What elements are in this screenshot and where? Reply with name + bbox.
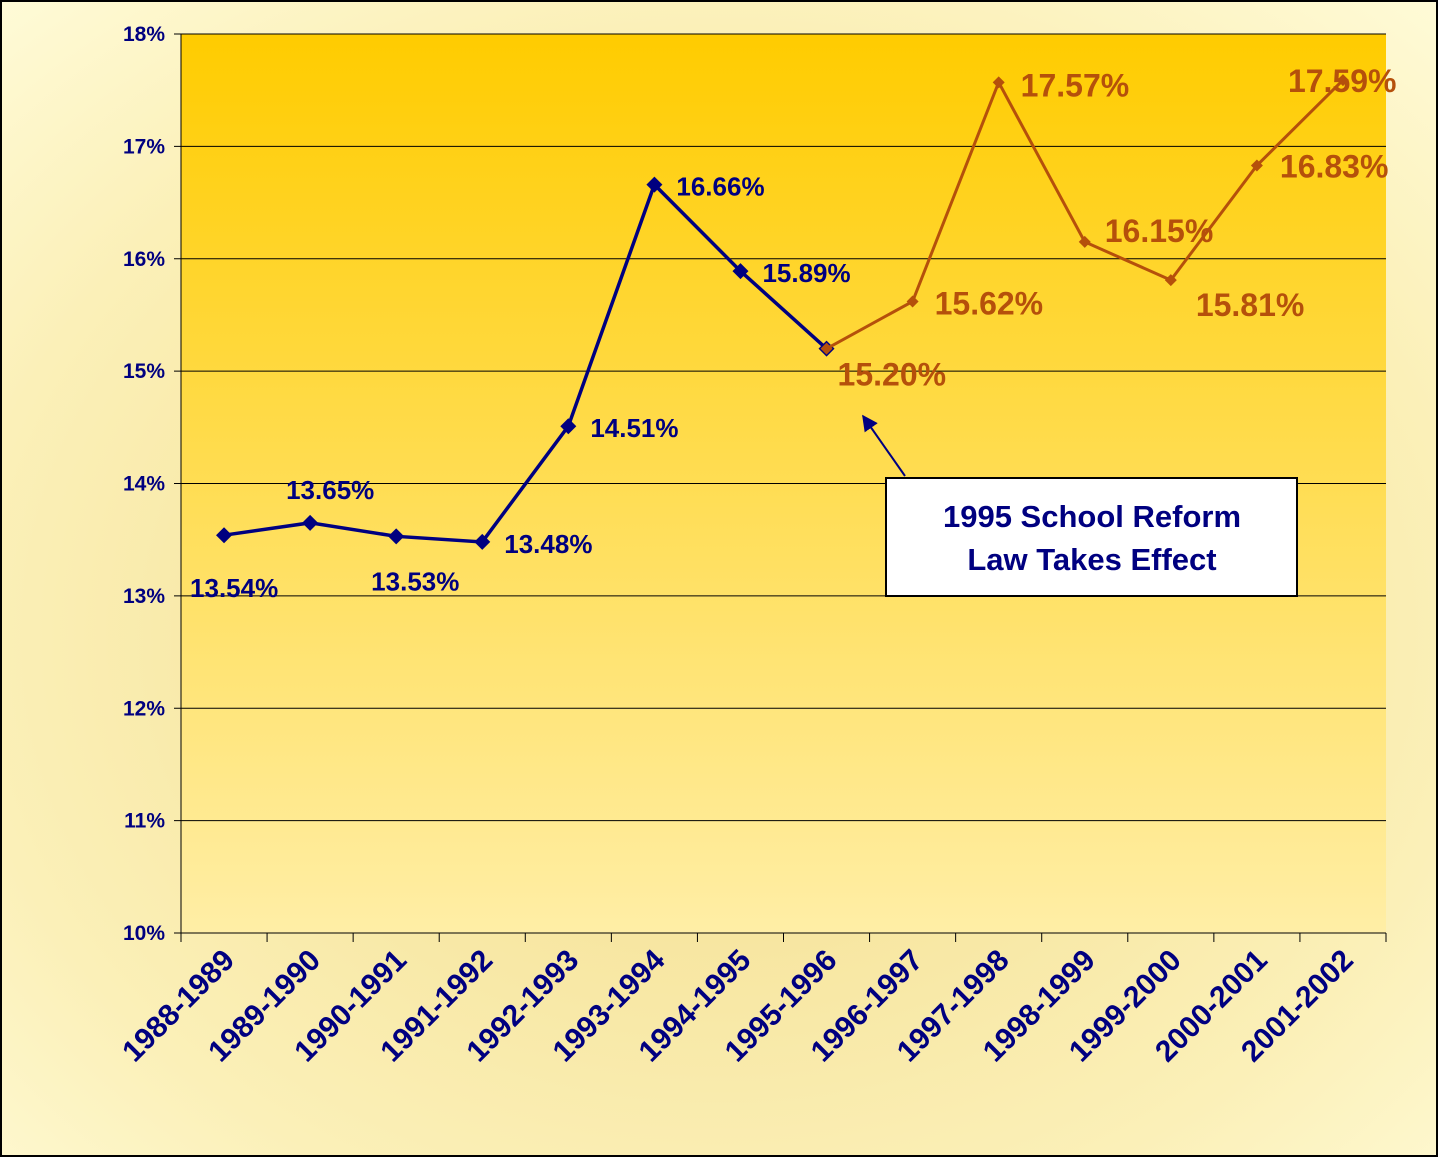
annotation-box bbox=[885, 477, 1298, 597]
series-line bbox=[223, 181, 828, 544]
marker bbox=[302, 514, 319, 531]
marker bbox=[820, 342, 833, 355]
marker bbox=[1164, 274, 1177, 287]
y-tick-label: 14% bbox=[123, 473, 165, 496]
y-tick-label: 16% bbox=[123, 248, 165, 271]
annotation: 1995 School Reform bbox=[943, 499, 1241, 534]
marker bbox=[474, 533, 491, 550]
marker bbox=[906, 295, 919, 308]
y-tick-label: 11% bbox=[124, 810, 165, 833]
marker bbox=[216, 527, 233, 544]
data-label: 13.48% bbox=[504, 529, 592, 559]
y-tick-label: 17% bbox=[123, 135, 165, 158]
annotation-arrow bbox=[862, 414, 906, 477]
marker bbox=[1078, 235, 1091, 248]
y-tick-label: 12% bbox=[123, 697, 165, 720]
data-label: 16.66% bbox=[676, 172, 764, 202]
data-label: 16.83% bbox=[1280, 148, 1389, 184]
data-label: 15.81% bbox=[1196, 287, 1305, 323]
marker bbox=[646, 176, 663, 193]
data-label: 17.57% bbox=[1021, 67, 1130, 103]
data-label: 17.59% bbox=[1288, 63, 1397, 99]
data-label: 13.65% bbox=[286, 475, 374, 505]
marker bbox=[1250, 159, 1263, 172]
marker bbox=[560, 418, 577, 435]
data-label: 15.62% bbox=[935, 285, 1044, 321]
y-tick-label: 13% bbox=[123, 585, 165, 608]
data-label: 15.89% bbox=[762, 258, 850, 288]
data-label: 16.15% bbox=[1105, 213, 1214, 249]
data-label: 14.51% bbox=[590, 413, 678, 443]
marker bbox=[992, 76, 1005, 89]
data-label: 15.20% bbox=[838, 357, 947, 393]
y-tick-label: 18% bbox=[123, 23, 165, 46]
annotation: Law Takes Effect bbox=[967, 542, 1216, 577]
marker bbox=[388, 528, 405, 545]
data-label: 13.54% bbox=[190, 573, 278, 603]
y-tick-label: 15% bbox=[123, 360, 165, 383]
marker bbox=[1336, 74, 1349, 87]
y-tick-label: 10% bbox=[123, 922, 165, 945]
marker bbox=[732, 263, 749, 280]
data-label: 13.53% bbox=[371, 566, 459, 596]
